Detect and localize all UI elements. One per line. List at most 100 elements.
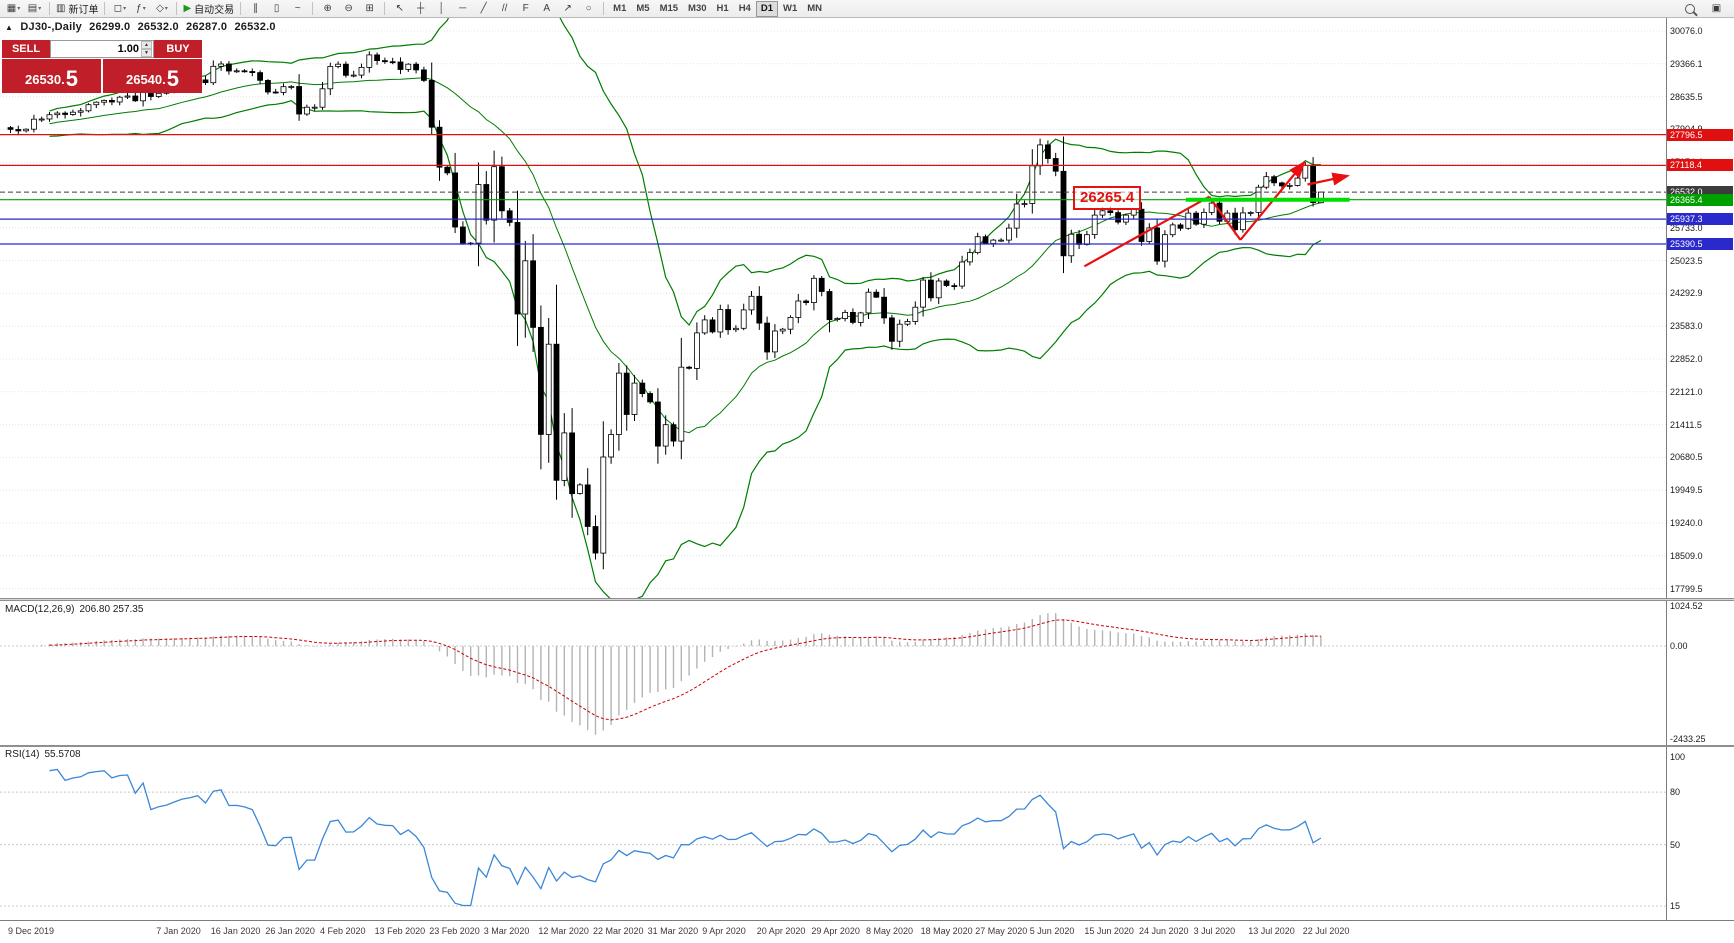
price-annotation[interactable]: 26265.4: [1073, 186, 1142, 210]
objects-icon[interactable]: ◇ ▾: [156, 3, 168, 14]
volume-input[interactable]: [51, 42, 153, 56]
toolbar-right-buttons: ▣: [1679, 0, 1731, 17]
macd-scale-label: 1024.52: [1670, 601, 1703, 611]
symbol-marker-icon: ▲: [5, 23, 14, 32]
timeframe-h4-button[interactable]: H4: [738, 3, 751, 14]
price-tick-label: 24292.9: [1670, 288, 1703, 299]
buy-price: 26540.: [125, 72, 166, 87]
timeframe-m1-button[interactable]: M1: [613, 3, 627, 14]
cursor-icon[interactable]: ↖: [395, 3, 404, 14]
price-axis[interactable]: 30076.029366.128635.527904.927174.426443…: [1666, 18, 1734, 598]
bar-chart-type-icon[interactable]: ∥: [253, 3, 259, 14]
date-tick-label: 20 Apr 2020: [756, 926, 806, 936]
date-tick-label: 27 May 2020: [975, 926, 1028, 936]
horizontal-line-icon[interactable]: ─: [459, 3, 467, 14]
date-tick-label: 8 May 2020: [866, 926, 914, 936]
channel-icon[interactable]: //: [501, 3, 508, 14]
date-tick-label: 22 Jul 2020: [1302, 926, 1350, 936]
date-tick-label: 13 Feb 2020: [374, 926, 426, 936]
buy-price-button[interactable]: 26540. 5: [103, 59, 202, 93]
autotrading-button[interactable]: ▶ 自动交易: [183, 3, 235, 16]
tile-windows-icon[interactable]: ⊞: [365, 3, 374, 14]
volume-decrease-button[interactable]: ▼: [141, 49, 152, 57]
timeframe-m5-button[interactable]: M5: [636, 3, 650, 14]
timeframe-m30-button[interactable]: M30: [688, 3, 707, 14]
new-chart-icon[interactable]: ▦ ▾: [6, 3, 21, 14]
macd-scale-label: 0.00: [1670, 640, 1688, 651]
date-tick-label: 3 Mar 2020: [483, 926, 530, 936]
price-tick-label: 18509.0: [1670, 550, 1703, 561]
timeframe-d1-button[interactable]: D1: [755, 0, 778, 17]
zoom-out-icon[interactable]: ⊖: [344, 3, 353, 14]
toolbar-separator: [603, 2, 605, 15]
rsi-scale-label: 50: [1670, 839, 1681, 850]
profiles-icon[interactable]: ▤ ▾: [27, 3, 42, 14]
ohlc-high: 26532.0: [137, 21, 179, 33]
price-tick-label: 22852.0: [1670, 354, 1703, 364]
level-price-label: 25390.5: [1667, 237, 1733, 250]
candle-chart-type-icon[interactable]: ▯: [273, 3, 280, 14]
chart-window-icon[interactable]: ◻ ▾: [113, 3, 127, 14]
zoom-in-icon[interactable]: ⊕: [323, 3, 332, 14]
indicators-icon[interactable]: ƒ ▾: [136, 3, 146, 14]
rsi-scale-label: 15: [1670, 901, 1681, 911]
level-price-label: 25937.3: [1667, 213, 1733, 226]
crosshair-icon[interactable]: ┼: [417, 3, 425, 14]
new-order-button[interactable]: ▥ 新订单: [56, 3, 99, 16]
price-tick-label: 25733.0: [1670, 222, 1703, 233]
line-chart-type-icon[interactable]: ~: [294, 3, 301, 14]
panel-splitter[interactable]: [0, 598, 1734, 601]
text-icon[interactable]: A: [543, 3, 550, 14]
timeframe-m15-button[interactable]: M15: [659, 3, 679, 14]
date-tick-label: 9 Dec 2019: [8, 926, 55, 936]
price-tick-label: 25023.5: [1670, 255, 1703, 266]
buy-label[interactable]: BUY: [154, 40, 202, 58]
date-tick-label: 3 Jul 2020: [1193, 926, 1236, 936]
ohlc-close: 26532.0: [234, 21, 276, 33]
date-tick-label: 23 Feb 2020: [429, 926, 480, 936]
trendline-icon[interactable]: ╱: [480, 3, 487, 14]
date-tick-label: 18 May 2020: [920, 926, 973, 936]
time-axis[interactable]: 9 Dec 2019 7 Jan 2020 16 Jan 2020 26 Jan 20…: [0, 920, 1734, 943]
date-tick-label: 13 Jul 2020: [1248, 926, 1295, 936]
shapes-icon[interactable]: ○: [585, 3, 592, 14]
date-tick-label: 7 Jan 2020: [156, 926, 201, 936]
date-tick-label: 12 Mar 2020: [538, 926, 589, 936]
macd-axis: 1024.52 0.00 -2433.25: [1666, 601, 1734, 745]
arrow-tool-icon[interactable]: ↗: [563, 3, 572, 14]
level-price-label: 27796.5: [1667, 128, 1733, 141]
rsi-axis: 100 80 50 15: [1666, 747, 1734, 920]
search-icon[interactable]: [1679, 0, 1700, 17]
timeframe-h1-button[interactable]: H1: [716, 3, 729, 14]
price-tick-label: 23583.0: [1670, 321, 1703, 332]
rsi-label: RSI(14) 55.5708: [5, 749, 81, 760]
symbol-period-label: DJ30-,Daily: [20, 21, 82, 33]
sell-price-button[interactable]: 26530. 5: [2, 59, 101, 93]
toolbar-separator: [240, 2, 242, 15]
price-tick-label: 30076.0: [1670, 26, 1703, 36]
macd-indicator-canvas[interactable]: [0, 601, 1666, 745]
toolbar-separator: [312, 2, 314, 15]
chart-shift-icon[interactable]: ▣: [1711, 3, 1722, 14]
vertical-line-icon[interactable]: │: [438, 3, 445, 14]
timeframe-mn-button[interactable]: MN: [807, 3, 823, 14]
timeframe-w1-button[interactable]: W1: [783, 3, 798, 14]
price-tick-label: 29366.1: [1670, 58, 1703, 69]
rsi-indicator-canvas[interactable]: [0, 747, 1666, 920]
rsi-scale-label: 100: [1670, 752, 1686, 762]
panel-splitter[interactable]: [0, 745, 1734, 747]
fibonacci-icon[interactable]: F: [522, 3, 529, 14]
date-tick-label: 31 Mar 2020: [647, 926, 699, 936]
one-click-trading-panel: SELL ▲ ▼ BUY 26530.5 26540.5: [2, 40, 202, 93]
volume-increase-button[interactable]: ▲: [141, 41, 152, 49]
main-chart-canvas[interactable]: [0, 18, 1666, 598]
macd-label: MACD(12,26,9) 206.80 257.35: [5, 604, 144, 615]
chart-symbol-header: ▲ DJ30-,Daily 26299.0 26532.0 26287.0 26…: [5, 21, 280, 33]
volume-field: ▲ ▼: [50, 40, 154, 58]
level-price-label: 26365.4: [1667, 193, 1733, 206]
toolbar-separator: [49, 2, 50, 15]
sell-label[interactable]: SELL: [2, 40, 50, 58]
rsi-scale-label: 80: [1670, 787, 1681, 798]
date-tick-label: 9 Apr 2020: [702, 926, 746, 936]
date-tick-label: 22 Mar 2020: [593, 926, 644, 936]
